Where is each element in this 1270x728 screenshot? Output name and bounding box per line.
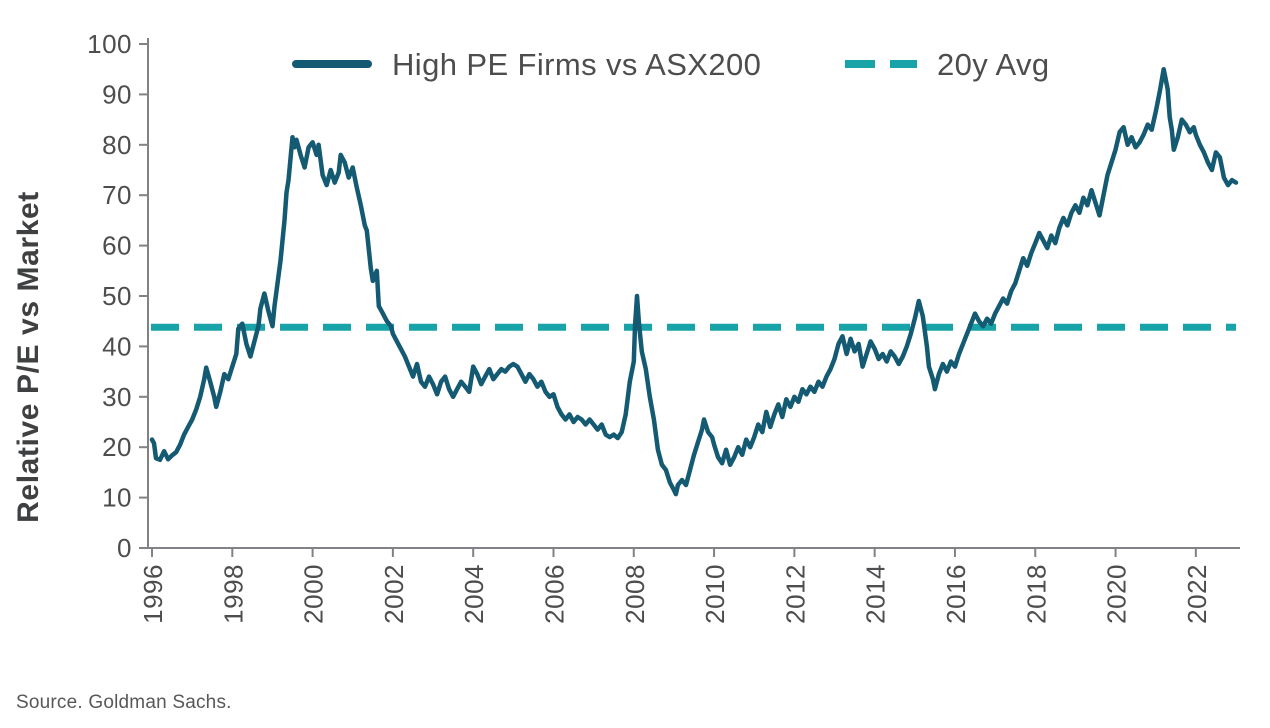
series-legend-label: High PE Firms vs ASX200 [392, 47, 761, 82]
x-tick-label: 2016 [941, 564, 971, 624]
x-tick-label: 2012 [780, 564, 810, 624]
x-tick-label: 2020 [1102, 564, 1132, 624]
y-tick-label: 30 [102, 382, 132, 412]
y-tick-label: 100 [87, 29, 132, 59]
series-line [149, 66, 1239, 497]
y-tick-label: 50 [102, 281, 132, 311]
y-tick-label: 80 [102, 130, 132, 160]
legend: High PE Firms vs ASX200 20y Avg [292, 47, 1050, 82]
plot-layer: 0 10 20 30 40 50 60 70 80 90 100 1996 1998 2000 2002 20… [87, 29, 1240, 624]
x-tick-label: 2002 [379, 564, 409, 624]
x-tick-label: 2004 [459, 564, 489, 624]
avg-legend-label: 20y Avg [937, 47, 1050, 82]
x-tick-label: 2000 [299, 564, 329, 624]
x-tick-label: 2022 [1182, 564, 1212, 624]
x-tick-label: 2008 [620, 564, 650, 624]
y-tick-label: 20 [102, 432, 132, 462]
x-tick-label: 2018 [1021, 564, 1051, 624]
y-tick-label: 0 [117, 533, 132, 563]
x-tick-label: 1996 [138, 564, 168, 624]
x-tick-label: 1998 [218, 564, 248, 624]
y-tick-label: 60 [102, 231, 132, 261]
x-tick-label: 2010 [700, 564, 730, 624]
source-note: Source. Goldman Sachs. [16, 692, 232, 713]
y-tick-label: 70 [102, 180, 132, 210]
y-axis-title: Relative P/E vs Market [12, 191, 45, 523]
x-tick-label: 2006 [539, 564, 569, 624]
x-tick-label: 2014 [861, 564, 891, 624]
y-tick-label: 90 [102, 79, 132, 109]
y-tick-label: 40 [102, 331, 132, 361]
y-tick-label: 10 [102, 483, 132, 513]
